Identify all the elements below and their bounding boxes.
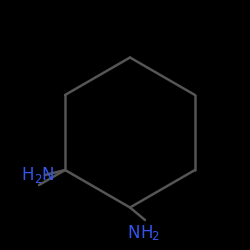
Text: N: N [41, 166, 54, 184]
Text: H: H [21, 166, 34, 184]
Text: H: H [140, 224, 153, 242]
Text: N: N [128, 224, 140, 242]
Text: 2: 2 [151, 230, 158, 243]
Text: 2: 2 [34, 173, 42, 186]
